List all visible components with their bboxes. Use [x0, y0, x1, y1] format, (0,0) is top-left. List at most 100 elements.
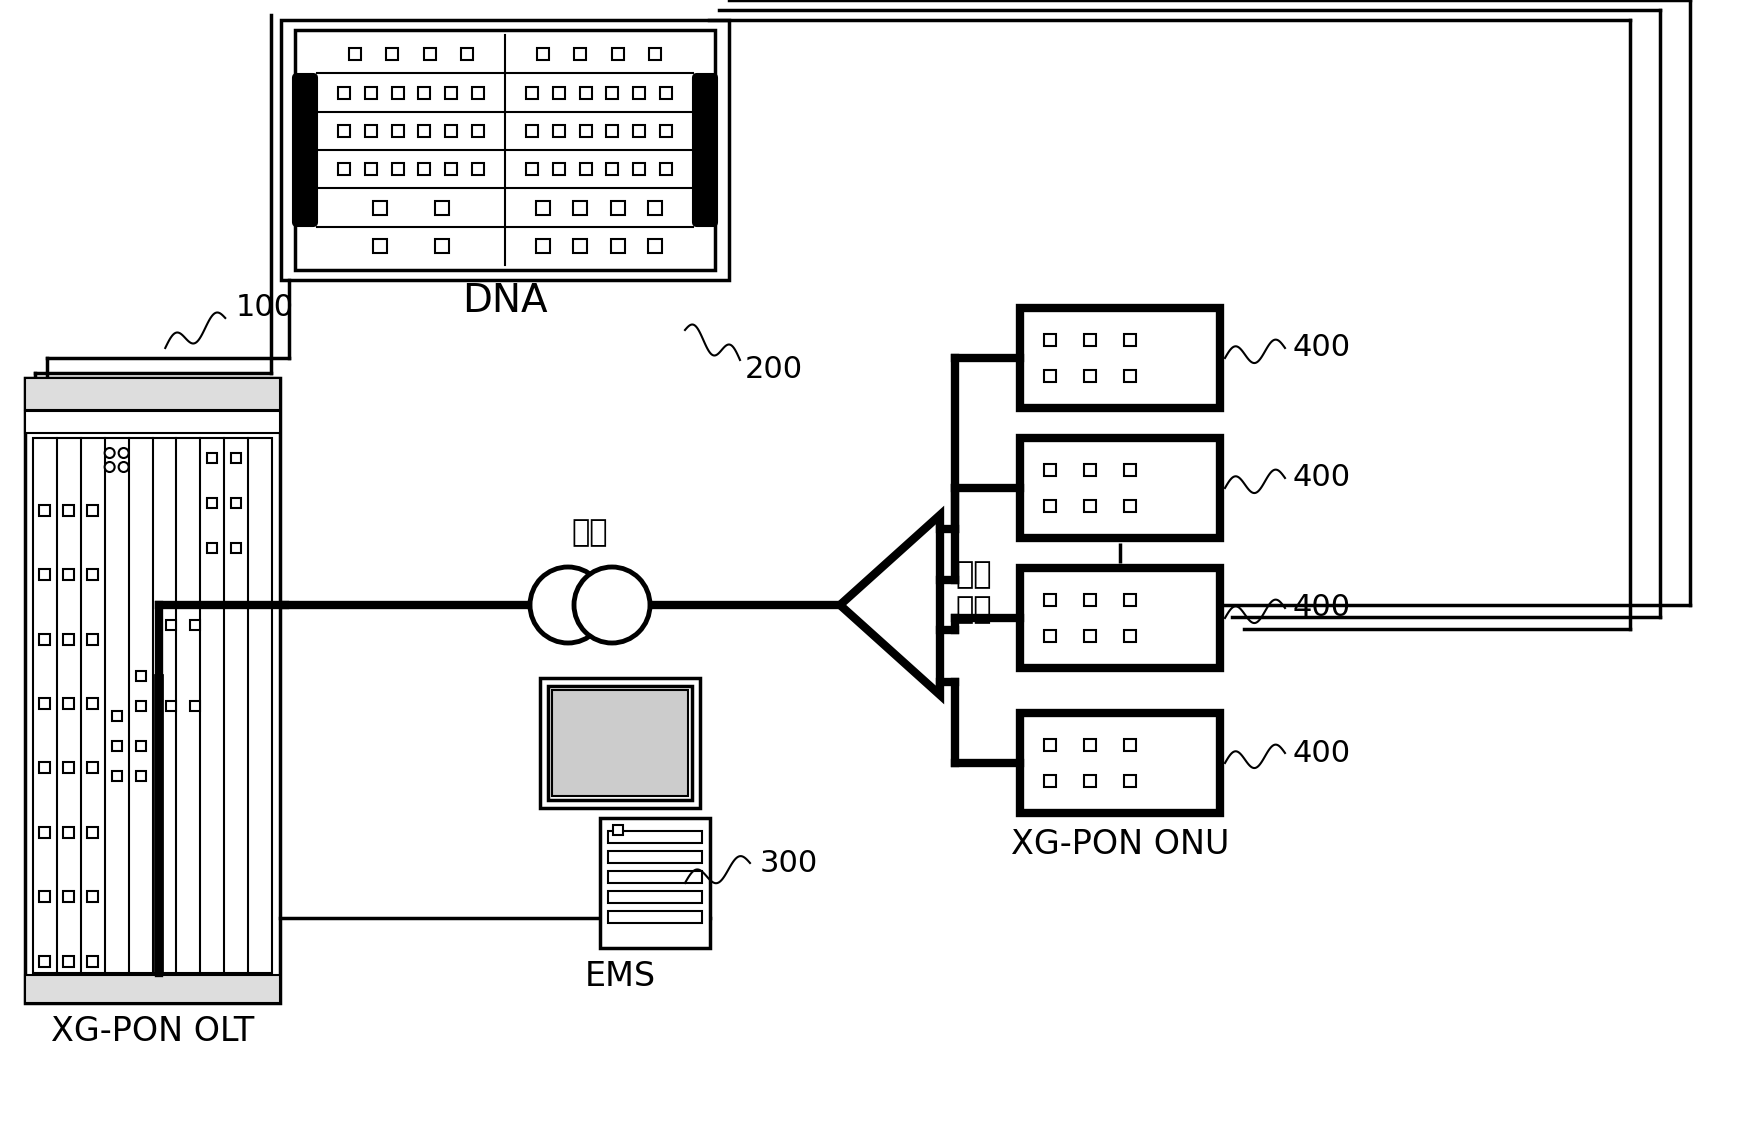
Bar: [418, 163, 430, 176]
Text: 400: 400: [1294, 738, 1351, 768]
Bar: [1021, 568, 1220, 668]
Text: 200: 200: [745, 356, 802, 385]
Bar: [1044, 334, 1056, 346]
Bar: [191, 620, 201, 630]
Text: DNA: DNA: [461, 282, 547, 320]
Bar: [112, 771, 122, 781]
Bar: [40, 698, 51, 709]
Text: 400: 400: [1294, 594, 1351, 622]
Bar: [1124, 334, 1136, 346]
Polygon shape: [841, 515, 940, 695]
Bar: [87, 569, 98, 580]
Text: 400: 400: [1294, 334, 1351, 363]
Bar: [63, 698, 75, 709]
Bar: [573, 48, 586, 60]
Bar: [661, 86, 673, 99]
Bar: [446, 125, 458, 137]
Bar: [1044, 775, 1056, 788]
Bar: [535, 239, 549, 253]
Text: 100: 100: [236, 294, 294, 323]
Bar: [208, 498, 217, 509]
Bar: [1124, 464, 1136, 476]
Bar: [608, 891, 703, 903]
Bar: [87, 955, 98, 967]
Bar: [1044, 594, 1056, 606]
Bar: [1084, 370, 1096, 382]
Bar: [661, 125, 673, 137]
Bar: [1044, 370, 1056, 382]
Bar: [136, 701, 145, 711]
Bar: [535, 201, 549, 215]
Bar: [446, 163, 458, 176]
Bar: [1084, 594, 1096, 606]
Bar: [392, 163, 404, 176]
Bar: [112, 740, 122, 751]
Bar: [580, 86, 591, 99]
Bar: [24, 975, 280, 1003]
Bar: [423, 48, 435, 60]
Bar: [392, 86, 404, 99]
Circle shape: [573, 567, 650, 643]
Bar: [40, 634, 51, 645]
Bar: [87, 891, 98, 902]
Bar: [526, 163, 538, 176]
Bar: [392, 125, 404, 137]
Circle shape: [119, 461, 129, 472]
Bar: [24, 378, 280, 410]
Bar: [87, 698, 98, 709]
Bar: [435, 201, 449, 215]
Text: XG-PON OLT: XG-PON OLT: [51, 1015, 253, 1048]
Bar: [1084, 501, 1096, 512]
Bar: [661, 163, 673, 176]
Bar: [607, 125, 619, 137]
Bar: [1021, 308, 1220, 408]
Bar: [63, 827, 75, 838]
Bar: [337, 125, 350, 137]
Bar: [208, 543, 217, 553]
Bar: [418, 86, 430, 99]
Bar: [231, 453, 241, 463]
Bar: [348, 48, 360, 60]
Bar: [608, 831, 703, 843]
Bar: [633, 125, 645, 137]
Bar: [166, 620, 177, 630]
FancyBboxPatch shape: [294, 73, 316, 226]
Bar: [1124, 594, 1136, 606]
Bar: [63, 762, 75, 774]
Bar: [136, 771, 145, 781]
Text: XG-PON ONU: XG-PON ONU: [1010, 828, 1229, 861]
Bar: [1084, 775, 1096, 788]
Bar: [608, 912, 703, 923]
Bar: [1124, 370, 1136, 382]
Text: 光纤: 光纤: [572, 518, 608, 546]
Text: 器件: 器件: [954, 596, 991, 625]
Bar: [461, 48, 474, 60]
Bar: [365, 125, 378, 137]
Bar: [649, 239, 662, 253]
Bar: [1124, 630, 1136, 642]
Bar: [231, 543, 241, 553]
Bar: [112, 711, 122, 721]
Bar: [63, 634, 75, 645]
Circle shape: [105, 461, 115, 472]
Bar: [608, 871, 703, 883]
Bar: [136, 740, 145, 751]
Text: EMS: EMS: [584, 960, 656, 993]
Bar: [40, 505, 51, 515]
Bar: [549, 687, 692, 800]
Bar: [633, 163, 645, 176]
Bar: [537, 48, 549, 60]
Bar: [1021, 713, 1220, 813]
Bar: [33, 439, 273, 974]
Bar: [1124, 739, 1136, 751]
Bar: [40, 827, 51, 838]
Bar: [614, 825, 622, 835]
Bar: [526, 86, 538, 99]
Bar: [1084, 464, 1096, 476]
Bar: [608, 851, 703, 863]
Bar: [87, 634, 98, 645]
Bar: [295, 30, 715, 270]
Bar: [607, 163, 619, 176]
Bar: [435, 239, 449, 253]
Bar: [610, 239, 624, 253]
